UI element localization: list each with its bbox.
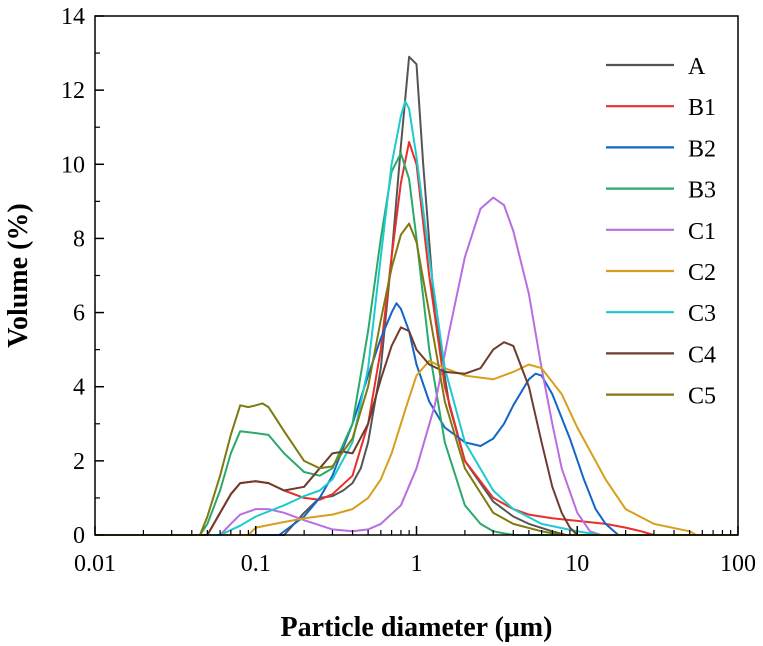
x-tick-label: 1 (411, 551, 423, 577)
x-axis-ticks: 0.01 0.1 1 10 100 (74, 526, 756, 577)
y-axis-title: Volume (%) (3, 203, 34, 347)
y-axis-ticks: 0 2 4 6 8 10 12 14 (61, 4, 104, 549)
series-line-b1 (95, 141, 738, 536)
series-line-c4 (95, 326, 738, 536)
legend-label-c3: C3 (688, 301, 716, 327)
legend: A B1 B2 B3 C1 C2 C3 C4 C5 (606, 54, 716, 410)
x-tick-label: 10 (565, 551, 589, 577)
y-tick-label: 6 (73, 301, 85, 327)
legend-label-c4: C4 (688, 342, 716, 368)
y-tick-label: 12 (61, 78, 85, 104)
y-tick-label: 8 (73, 226, 85, 252)
x-axis-title: Particle diameter (μm) (281, 612, 553, 643)
y-tick-label: 10 (61, 152, 85, 178)
x-tick-label: 0.01 (74, 551, 116, 577)
x-tick-label: 0.1 (241, 551, 271, 577)
series-line-b3 (95, 152, 738, 536)
legend-label-c2: C2 (688, 260, 716, 286)
series-line-b2 (95, 302, 738, 536)
x-tick-label: 100 (720, 551, 756, 577)
series-line-c2 (95, 359, 738, 536)
y-tick-label: 2 (73, 449, 85, 475)
plot-frame (94, 15, 739, 536)
legend-label-a: A (688, 54, 706, 80)
y-tick-label: 4 (73, 375, 85, 401)
series-line-c1 (95, 196, 738, 536)
y-tick-label: 14 (61, 4, 85, 30)
legend-label-b2: B2 (688, 136, 716, 162)
plot-lines (95, 55, 738, 536)
y-tick-label: 0 (73, 523, 85, 549)
legend-label-b3: B3 (688, 178, 716, 204)
series-line-c3 (95, 100, 738, 536)
series-line-c5 (95, 222, 738, 536)
legend-label-b1: B1 (688, 95, 716, 121)
legend-label-c1: C1 (688, 219, 716, 245)
legend-label-c5: C5 (688, 384, 716, 410)
series-line-a (95, 55, 738, 536)
